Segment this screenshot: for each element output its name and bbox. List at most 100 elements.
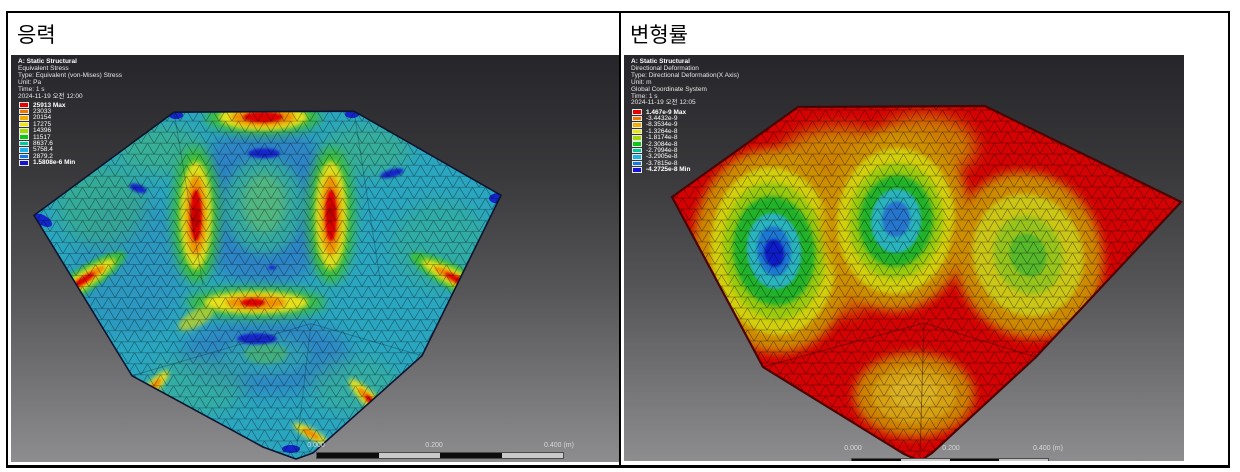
legend-row: 11517 bbox=[19, 133, 75, 141]
ruler-label: 0.000 bbox=[844, 445, 862, 452]
legend-label: 1.5808e-6 Min bbox=[33, 159, 76, 167]
info-line: Global Coordinate System bbox=[631, 85, 707, 93]
legend-row: 25913 Max bbox=[19, 101, 75, 109]
legend-swatch bbox=[19, 102, 29, 108]
legend-label: 8637.6 bbox=[33, 140, 53, 148]
legend-label: 23033 bbox=[33, 108, 52, 116]
legend-swatch bbox=[632, 109, 642, 115]
legend-label: -3.2905e-8 bbox=[646, 153, 678, 161]
legend-swatch bbox=[19, 147, 29, 153]
legend-swatch bbox=[19, 115, 29, 121]
strain-header-label: 변형률 bbox=[630, 24, 688, 47]
stress-color-legend: 25913 Max 23033 20154 17275 14396 11517 … bbox=[19, 102, 75, 166]
ruler-label: 0.400 (m) bbox=[1033, 445, 1063, 452]
table-header-row: 응력 변형률 bbox=[8, 13, 1228, 55]
strain-color-legend: 1.467e-9 Max -3.4432e-9 -8.3534e-9 -1.32… bbox=[632, 109, 690, 173]
stress-contour-blobs bbox=[34, 111, 501, 459]
legend-row: 2879.2 bbox=[19, 152, 75, 160]
info-line: Unit: Pa bbox=[18, 78, 42, 86]
stress-mesh-overlay bbox=[34, 111, 501, 459]
legend-swatch bbox=[632, 160, 642, 167]
ruler-bar bbox=[851, 458, 1049, 461]
header-cell-stress: 응력 bbox=[8, 13, 621, 55]
legend-swatch bbox=[632, 154, 642, 160]
legend-row: -3.7815e-8 bbox=[632, 159, 690, 167]
info-line: 2024-11-19 오전 12:00 bbox=[18, 92, 83, 100]
results-table: 응력 변형률 bbox=[6, 11, 1230, 468]
stress-scale-ruler: 0.000 0.200 0.400 (m) bbox=[11, 440, 619, 462]
legend-row: 1.467e-9 Max bbox=[632, 108, 690, 116]
legend-swatch bbox=[19, 108, 29, 115]
legend-row: 14396 bbox=[19, 127, 75, 135]
stress-cell: A: Static Structural Equivalent Stress T… bbox=[8, 55, 621, 465]
info-line: Time: 1 s bbox=[18, 85, 45, 93]
ruler-label: 0.000 bbox=[307, 442, 325, 449]
info-line: Type: Directional Deformation(X Axis) bbox=[631, 71, 740, 79]
legend-label: -1.8174e-8 bbox=[646, 134, 678, 142]
legend-swatch bbox=[632, 141, 642, 147]
ruler-label: 0.400 (m) bbox=[544, 442, 574, 449]
legend-row: 5758.4 bbox=[19, 146, 75, 154]
legend-swatch bbox=[632, 128, 642, 135]
legend-row: -1.8174e-8 bbox=[632, 134, 690, 142]
legend-label: -4.2725e-8 Min bbox=[646, 166, 691, 174]
strain-mesh-overlay bbox=[672, 106, 1181, 461]
legend-swatch bbox=[632, 122, 642, 128]
legend-label: -2.7994e-8 bbox=[646, 147, 678, 155]
info-line: A: Static Structural bbox=[631, 58, 690, 65]
info-line: Unit: m bbox=[631, 78, 652, 86]
legend-label: 17275 bbox=[33, 120, 52, 128]
strain-contour-blobs bbox=[672, 106, 1181, 461]
legend-row: -1.3264e-8 bbox=[632, 127, 690, 135]
legend-row: -8.3534e-9 bbox=[632, 121, 690, 129]
info-line: Directional Deformation bbox=[631, 64, 699, 72]
legend-row: -2.7994e-8 bbox=[632, 147, 690, 155]
legend-label: 20154 bbox=[33, 114, 52, 122]
legend-row: 17275 bbox=[19, 120, 75, 128]
stress-structure-outline bbox=[32, 110, 503, 460]
info-line: Type: Equivalent (von-Mises) Stress bbox=[18, 71, 123, 79]
legend-swatch bbox=[19, 153, 29, 160]
legend-label: -3.4432e-9 bbox=[646, 115, 678, 123]
legend-label: -1.3264e-8 bbox=[646, 127, 678, 135]
legend-row: -4.2725e-8 Min bbox=[632, 166, 691, 174]
ruler-label: 0.200 bbox=[425, 442, 443, 449]
legend-swatch bbox=[19, 127, 29, 134]
legend-swatch bbox=[19, 140, 29, 147]
legend-label: 11517 bbox=[33, 133, 51, 141]
legend-row: 8637.6 bbox=[19, 140, 75, 148]
strain-cell: A: Static Structural Directional Deforma… bbox=[621, 55, 1228, 465]
stress-analysis-info: A: Static Structural Equivalent Stress T… bbox=[18, 58, 123, 100]
header-cell-strain: 변형률 bbox=[621, 13, 1228, 55]
stress-header-label: 응력 bbox=[17, 24, 56, 47]
table-body-row: A: Static Structural Equivalent Stress T… bbox=[8, 55, 1228, 465]
legend-swatch bbox=[632, 115, 642, 122]
legend-label: -2.3084e-8 bbox=[646, 140, 678, 148]
legend-label: 25913 Max bbox=[33, 101, 66, 109]
legend-label: 2879.2 bbox=[33, 152, 53, 160]
strain-analysis-info: A: Static Structural Directional Deforma… bbox=[631, 58, 740, 107]
legend-row: 23033 bbox=[19, 108, 75, 116]
legend-row: -2.3084e-8 bbox=[632, 140, 690, 148]
info-line: 2024-11-19 오전 12:05 bbox=[631, 99, 696, 107]
legend-swatch bbox=[632, 147, 642, 154]
legend-swatch bbox=[19, 121, 29, 128]
strain-scale-ruler: 0.000 0.200 0.400 (m) bbox=[624, 439, 1184, 461]
legend-swatch bbox=[632, 134, 642, 141]
legend-label: -3.7815e-8 bbox=[646, 159, 678, 167]
legend-row: -3.4432e-9 bbox=[632, 115, 690, 123]
ruler-bar bbox=[316, 452, 564, 459]
ruler-label: 0.200 bbox=[942, 445, 960, 452]
info-line: A: Static Structural bbox=[18, 58, 77, 65]
legend-label: 5758.4 bbox=[33, 146, 53, 154]
info-line: Equivalent Stress bbox=[18, 64, 69, 72]
legend-label: 1.467e-9 Max bbox=[646, 108, 687, 116]
stress-mesh-figure bbox=[32, 110, 503, 460]
legend-row: 20154 bbox=[19, 114, 75, 122]
legend-swatch bbox=[19, 159, 29, 166]
legend-label: 14396 bbox=[33, 127, 52, 135]
info-line: Time: 1 s bbox=[631, 92, 658, 100]
legend-label: -8.3534e-9 bbox=[646, 121, 678, 129]
strain-mesh-figure bbox=[670, 104, 1183, 461]
legend-swatch bbox=[632, 166, 642, 173]
